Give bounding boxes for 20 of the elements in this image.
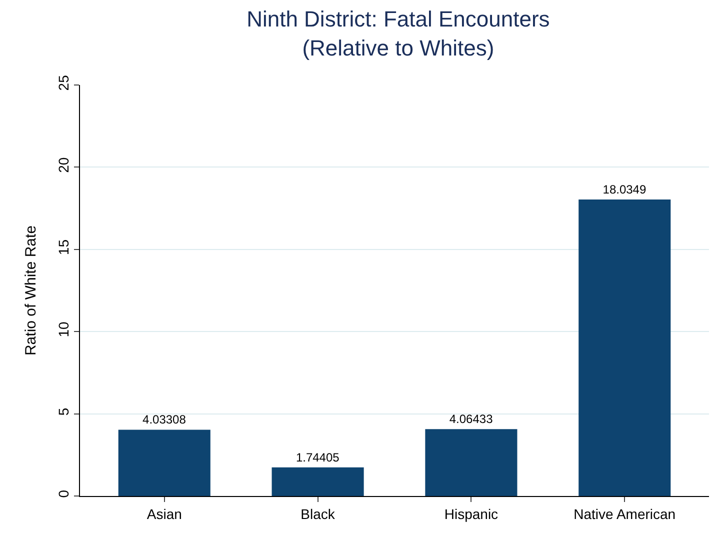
y-axis-title: Ratio of White Rate bbox=[22, 225, 40, 356]
y-tick-label: 25 bbox=[55, 74, 72, 91]
x-tick-label: Asian bbox=[146, 506, 182, 522]
y-tick-label: 20 bbox=[55, 157, 72, 173]
y-tick-label: 5 bbox=[55, 408, 72, 416]
bar bbox=[272, 467, 364, 496]
bar bbox=[578, 200, 671, 496]
bar bbox=[118, 430, 210, 496]
data-label: 4.03308 bbox=[142, 412, 186, 427]
chart-title: Ninth District: Fatal Encounters (Relative to Whites) bbox=[246, 6, 550, 60]
y-tick-label: 15 bbox=[55, 239, 72, 256]
x-tick-label: Black bbox=[300, 506, 336, 522]
x-tick-label: Native American bbox=[574, 506, 676, 522]
y-tick-label: 10 bbox=[55, 322, 72, 338]
data-label: 4.06433 bbox=[449, 412, 494, 426]
y-tick-label: 0 bbox=[55, 490, 72, 498]
data-label: 18.0349 bbox=[602, 182, 646, 197]
bar bbox=[425, 429, 518, 496]
data-label: 1.74405 bbox=[296, 450, 340, 464]
x-tick-label: Hispanic bbox=[444, 506, 498, 522]
